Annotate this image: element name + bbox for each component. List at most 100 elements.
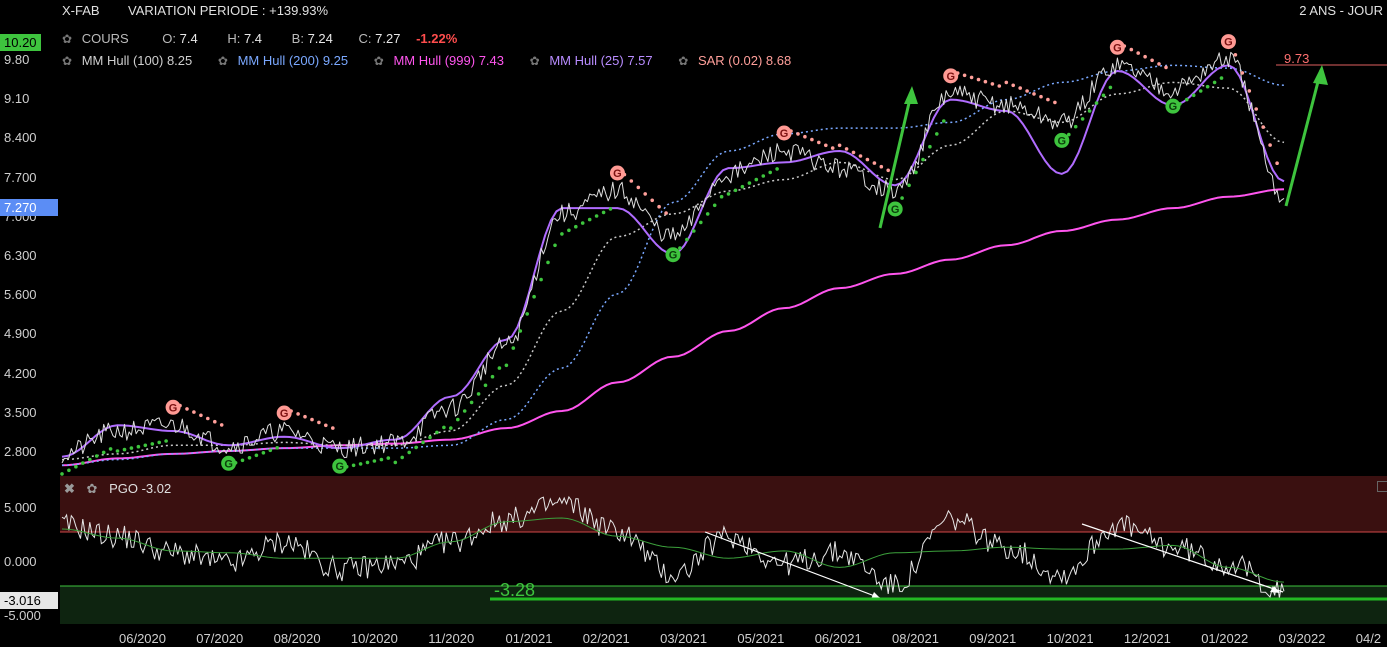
sar-dot-up: [365, 460, 370, 465]
sar-dot-up: [400, 455, 405, 460]
sar-dot-down: [830, 146, 835, 150]
gear-icon[interactable]: ✿: [373, 54, 384, 68]
sell-signal-marker[interactable]: G: [276, 405, 292, 421]
sar-dot-up: [692, 229, 696, 233]
buy-signal-marker[interactable]: G: [1054, 132, 1070, 148]
sar-dot-down: [872, 161, 877, 165]
sar-dot-down: [1046, 97, 1050, 102]
pgo-tick-label: 0.000: [4, 554, 37, 569]
sar-dot-down: [664, 211, 668, 215]
last-price-badge: 7.270: [0, 199, 58, 216]
period-selector[interactable]: 2 ANS - JOUR: [1299, 3, 1383, 18]
sar-dot-up: [456, 417, 460, 422]
time-tick-label: 02/2021: [582, 631, 630, 646]
pgo-trendline-2: [1081, 523, 1284, 593]
price-tick-label: 5.600: [4, 287, 37, 303]
close-icon[interactable]: ✖: [64, 481, 75, 496]
price-top-badge: 10.20: [0, 34, 41, 51]
gear-icon[interactable]: ✿: [678, 54, 689, 68]
gear-icon[interactable]: ✿: [529, 54, 540, 68]
sar-dot-up: [157, 440, 161, 445]
signal-marker-circle: [1054, 132, 1070, 148]
sar-dot-down: [1039, 94, 1043, 99]
sar-label[interactable]: SAR (0.02): [697, 53, 763, 68]
low-label: B:: [291, 31, 304, 46]
sar-dot-down: [213, 419, 217, 424]
sar-dot-up: [747, 181, 752, 185]
sar-dot-up: [428, 435, 432, 440]
sell-signal-marker[interactable]: G: [1109, 39, 1125, 55]
buy-signal-marker[interactable]: G: [887, 201, 903, 217]
sell-signal-marker[interactable]: G: [609, 165, 625, 181]
sar-dot-down: [657, 204, 661, 209]
time-tick-label: 11/2020: [428, 631, 475, 646]
sell-signal-marker[interactable]: G: [165, 399, 181, 415]
sar-dot-up: [449, 426, 453, 430]
sell-signal-marker[interactable]: G: [776, 125, 792, 141]
price-tick-label: 9.80: [4, 52, 30, 67]
sar-dot-up: [351, 463, 356, 468]
sar-dot-up: [88, 457, 92, 462]
sar-dot-down: [976, 77, 981, 82]
sar-dot-up: [143, 443, 148, 448]
sar-dot-down: [219, 423, 224, 427]
sar-dot-down: [858, 154, 863, 158]
pgo-line: [61, 495, 1285, 599]
sar-dot-up: [532, 294, 536, 299]
hull999-label[interactable]: MM Hull (999): [393, 53, 476, 68]
variation-label: VARIATION PERIODE : +139.93%: [128, 3, 329, 18]
sar-dot-down: [1032, 92, 1036, 96]
buy-signal-marker[interactable]: G: [665, 247, 681, 263]
sar-value: 8.68: [765, 53, 792, 68]
arrow-up-1: [878, 89, 914, 229]
gear-icon[interactable]: ✿: [62, 32, 73, 46]
signal-marker-glyph: G: [280, 408, 289, 420]
sar-dot-up: [768, 170, 772, 175]
gear-icon[interactable]: ✿: [86, 481, 98, 496]
legend-cours[interactable]: ✿ COURS O: 7.4 H: 7.4 B: 7.24 C: 7.27 -1…: [62, 31, 457, 46]
signal-marker-glyph: G: [669, 250, 678, 262]
sar-dot-up: [254, 453, 259, 458]
time-tick-label: 03/2022: [1278, 631, 1326, 646]
buy-signal-marker[interactable]: G: [332, 458, 348, 474]
pgo-tick-label: 5.000: [4, 500, 37, 515]
sar-dot-up: [921, 157, 925, 162]
signal-marker-circle: [887, 201, 903, 217]
gear-icon[interactable]: ✿: [217, 54, 228, 68]
sar-dot-up: [1087, 109, 1092, 113]
price-tick-label: 3.500: [4, 404, 37, 420]
pgo-series: [61, 495, 1285, 599]
sar-dot-down: [1150, 58, 1154, 63]
sar-dot-up: [67, 468, 71, 473]
signal-marker-circle: [276, 405, 292, 421]
sar-dot-down: [317, 420, 321, 425]
hull200-label[interactable]: MM Hull (200): [237, 53, 320, 68]
sell-signal-marker[interactable]: G: [943, 68, 959, 84]
sar-dot-up: [129, 446, 134, 450]
sar-dot-down: [817, 140, 821, 145]
sar-dot-up: [1191, 93, 1196, 98]
sar-dot-up: [504, 363, 509, 368]
hull100-label[interactable]: MM Hull (100): [81, 53, 164, 68]
sar-dot-up: [247, 456, 252, 460]
sar-dot-up: [608, 207, 613, 211]
time-tick-label: 08/2020: [273, 631, 321, 646]
gear-icon[interactable]: ✿: [62, 54, 73, 68]
buy-signal-marker[interactable]: G: [1165, 98, 1181, 114]
price-tick-label: 7.700: [4, 169, 37, 185]
signal-marker-glyph: G: [891, 204, 900, 216]
hull200-value: 9.25: [322, 53, 349, 68]
low-value: 7.24: [307, 31, 333, 46]
sar-dot-down: [206, 416, 210, 421]
sar-dot-up: [719, 194, 724, 199]
sar-dot-up: [421, 440, 425, 445]
maximize-icon[interactable]: [1377, 481, 1387, 492]
sell-signal-marker[interactable]: G: [1220, 34, 1236, 50]
sar-dot-up: [268, 448, 273, 453]
sar-dot-up: [1073, 124, 1078, 129]
sar-dot-up: [490, 374, 495, 379]
hull25-label[interactable]: MM Hull (25): [549, 53, 624, 68]
sar-dot-down: [810, 137, 814, 142]
buy-signal-marker[interactable]: G: [221, 455, 237, 471]
